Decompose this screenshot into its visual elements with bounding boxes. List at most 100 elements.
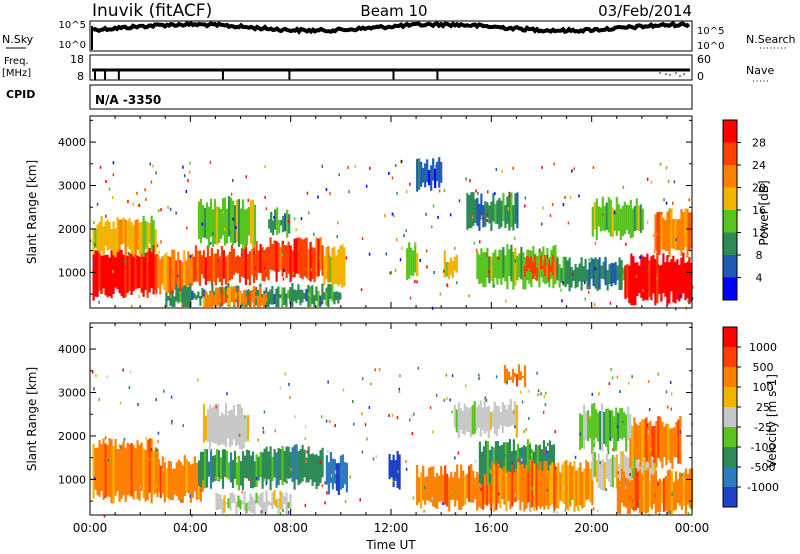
range-gate-cell	[422, 167, 425, 183]
range-gate-cell	[337, 463, 340, 495]
speckle-cell	[432, 430, 434, 434]
speckle-cell	[136, 191, 138, 195]
speckle-cell	[542, 410, 545, 414]
range-gate-cell	[591, 461, 594, 506]
speckle-cell	[471, 215, 474, 219]
speckle-cell	[425, 212, 427, 216]
range-gate-cell	[533, 463, 536, 511]
speckle-cell	[495, 168, 498, 171]
y-tick-label: 3000	[58, 387, 86, 400]
power-data-field	[90, 157, 694, 311]
range-gate-cell	[522, 445, 525, 479]
speckle-cell	[396, 191, 398, 195]
range-gate-cell	[199, 295, 202, 306]
range-gate-cell	[525, 255, 529, 272]
range-gate-cell	[676, 479, 679, 504]
range-gate-cell	[605, 408, 608, 447]
speckle-cell	[478, 373, 480, 377]
range-gate-cell	[169, 256, 172, 294]
nave-dots	[659, 72, 685, 77]
range-gate-cell	[501, 402, 504, 433]
speckle-cell	[319, 461, 322, 464]
speckle-cell	[679, 295, 681, 299]
speckle-cell	[622, 185, 625, 189]
speckle-cell	[318, 256, 321, 260]
range-gate-cell	[242, 248, 245, 278]
speckle-cell	[616, 425, 619, 429]
range-gate-cell	[586, 269, 589, 290]
scatter-speckle	[90, 159, 694, 311]
speckle-cell	[330, 474, 333, 478]
range-gate-cell	[599, 207, 602, 232]
speckle-cell	[670, 381, 672, 384]
speckle-cell	[599, 461, 601, 465]
colorbar-tick-label: 25	[756, 401, 770, 414]
range-gate-cell	[231, 200, 235, 246]
speckle-cell	[650, 476, 653, 480]
range-gate-cell	[410, 247, 413, 276]
range-gate-cell	[512, 251, 515, 290]
range-gate-cell	[513, 372, 517, 378]
range-gate-cell	[181, 262, 184, 293]
range-gate-cell	[504, 205, 507, 228]
data-region	[202, 402, 250, 451]
range-gate-cell	[202, 296, 206, 307]
range-gate-cell	[238, 256, 241, 283]
range-gate-cell	[297, 284, 300, 300]
range-gate-cell	[490, 201, 493, 231]
data-region	[92, 215, 157, 258]
speckle-cell	[156, 448, 158, 452]
speckle-cell	[160, 208, 162, 212]
range-gate-cell	[444, 465, 447, 505]
range-gate-cell	[620, 468, 623, 503]
range-gate-cell	[518, 253, 521, 278]
range-gate-cell	[289, 287, 292, 305]
range-gate-cell	[259, 243, 262, 273]
speckle-cell	[329, 192, 331, 196]
speckle-cell	[215, 405, 217, 409]
speckle-cell	[591, 392, 593, 396]
speckle-cell	[232, 217, 234, 221]
data-region	[416, 463, 493, 512]
range-gate-cell	[663, 426, 666, 457]
range-gate-cell	[484, 440, 487, 474]
speckle-cell	[524, 204, 526, 208]
speckle-cell	[473, 241, 476, 245]
range-gate-cell	[675, 422, 678, 458]
range-gate-cell	[418, 158, 421, 190]
speckle-cell	[562, 486, 565, 490]
speckle-cell	[505, 299, 507, 303]
range-gate-cell	[270, 212, 273, 233]
range-gate-cell	[556, 258, 559, 281]
range-gate-cell	[239, 208, 243, 245]
speckle-cell	[520, 458, 523, 462]
range-gate-cell	[591, 450, 594, 481]
range-gate-cell	[499, 468, 502, 509]
range-gate-cell	[98, 222, 101, 253]
range-gate-cell	[504, 255, 507, 282]
range-gate-cell	[92, 443, 95, 499]
range-gate-cell	[246, 414, 250, 442]
range-gate-cell	[126, 442, 129, 496]
range-gate-cell	[179, 461, 182, 501]
speckle-cell	[609, 301, 612, 305]
range-gate-cell	[325, 455, 328, 485]
range-gate-cell	[450, 471, 453, 500]
speckle-cell	[477, 192, 479, 195]
range-gate-cell	[231, 460, 235, 488]
speckle-cell	[425, 249, 428, 253]
speckle-cell	[562, 203, 565, 207]
range-gate-cell	[286, 209, 289, 238]
speckle-cell	[123, 437, 125, 441]
range-gate-cell	[192, 256, 195, 283]
range-gate-cell	[263, 448, 266, 479]
speckle-cell	[108, 187, 111, 191]
range-gate-cell	[650, 256, 653, 301]
y-tick-label: 4000	[58, 136, 86, 149]
cpid-panel: CPID N/A -3350	[6, 84, 693, 110]
range-gate-cell	[136, 219, 139, 250]
range-gate-cell	[639, 421, 642, 468]
range-gate-cell	[205, 449, 209, 488]
range-gate-cell	[545, 265, 549, 277]
range-gate-cell	[514, 450, 517, 479]
